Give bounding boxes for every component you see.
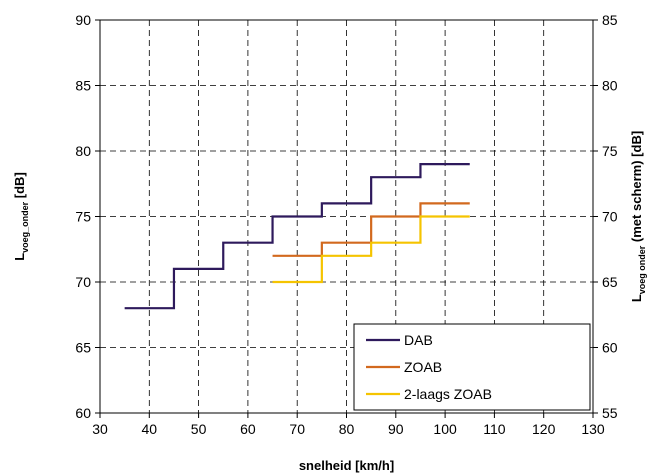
x-tick-label: 90: [388, 421, 404, 437]
series-2-laags-zoab: [272, 215, 470, 284]
y2-axis-label-main: L: [629, 294, 644, 302]
series-line: [272, 202, 470, 257]
legend-entry: DAB: [366, 332, 433, 348]
y-tick-labels: 60 65 70 75 80 85 90: [75, 12, 91, 421]
y-axis-label-subscript: voeg_onder: [20, 201, 30, 253]
legend-entry: ZOAB: [366, 359, 442, 375]
y2-tick-label: 85: [602, 12, 618, 28]
y2-axis-label: Lvoeg onder (met scherm) [dB]: [629, 131, 647, 302]
y2-tick-label: 60: [602, 340, 618, 356]
x-tick-label: 40: [142, 421, 158, 437]
y2-tick-label: 80: [602, 78, 618, 94]
x-tick-label: 100: [433, 421, 457, 437]
y-axis-label-tail: [dB]: [12, 172, 27, 202]
legend-entry: 2-laags ZOAB: [366, 386, 492, 402]
y-tick-label: 60: [75, 405, 91, 421]
grid: [100, 20, 593, 413]
series-dab: [124, 163, 470, 310]
legend-label: ZOAB: [404, 359, 442, 375]
x-tick-labels: 30 40 50 60 70 80 90 100 110 120 130: [92, 421, 605, 437]
y2-tick-labels: 55 60 65 70 75 80 85: [602, 12, 618, 421]
y-axis-label-main: L: [12, 253, 27, 261]
legend: DAB ZOAB 2-laags ZOAB: [353, 323, 591, 411]
series-zoab: [272, 202, 470, 257]
series-line: [272, 215, 470, 284]
series-lines: [124, 163, 470, 310]
series-line: [124, 163, 470, 310]
x-tick-label: 130: [581, 421, 605, 437]
y-tick-label: 90: [75, 12, 91, 28]
x-tick-label: 110: [483, 421, 506, 437]
y-tick-label: 80: [75, 143, 91, 159]
x-tick-label: 30: [92, 421, 108, 437]
x-tick-label: 70: [289, 421, 305, 437]
y2-tick-label: 70: [602, 209, 618, 225]
y-tick-label: 65: [75, 340, 91, 356]
x-tick-label: 50: [191, 421, 207, 437]
y2-tick-label: 55: [602, 405, 618, 421]
y-tick-label: 85: [75, 78, 91, 94]
y2-tick-label: 65: [602, 274, 618, 290]
tick-marks: [95, 19, 598, 418]
x-tick-label: 80: [339, 421, 355, 437]
y2-tick-label: 75: [602, 143, 618, 159]
x-axis-label: snelheid [km/h]: [299, 458, 394, 473]
y-tick-label: 70: [75, 274, 91, 290]
legend-label: DAB: [404, 332, 433, 348]
legend-label: 2-laags ZOAB: [404, 386, 492, 402]
y-tick-label: 75: [75, 209, 91, 225]
y2-axis-label-subscript: voeg onder: [637, 245, 647, 294]
x-tick-label: 120: [532, 421, 556, 437]
x-tick-label: 60: [240, 421, 256, 437]
y2-axis-label-tail: (met scherm) [dB]: [629, 131, 644, 246]
y-axis-label: Lvoeg_onder [dB]: [12, 172, 30, 261]
